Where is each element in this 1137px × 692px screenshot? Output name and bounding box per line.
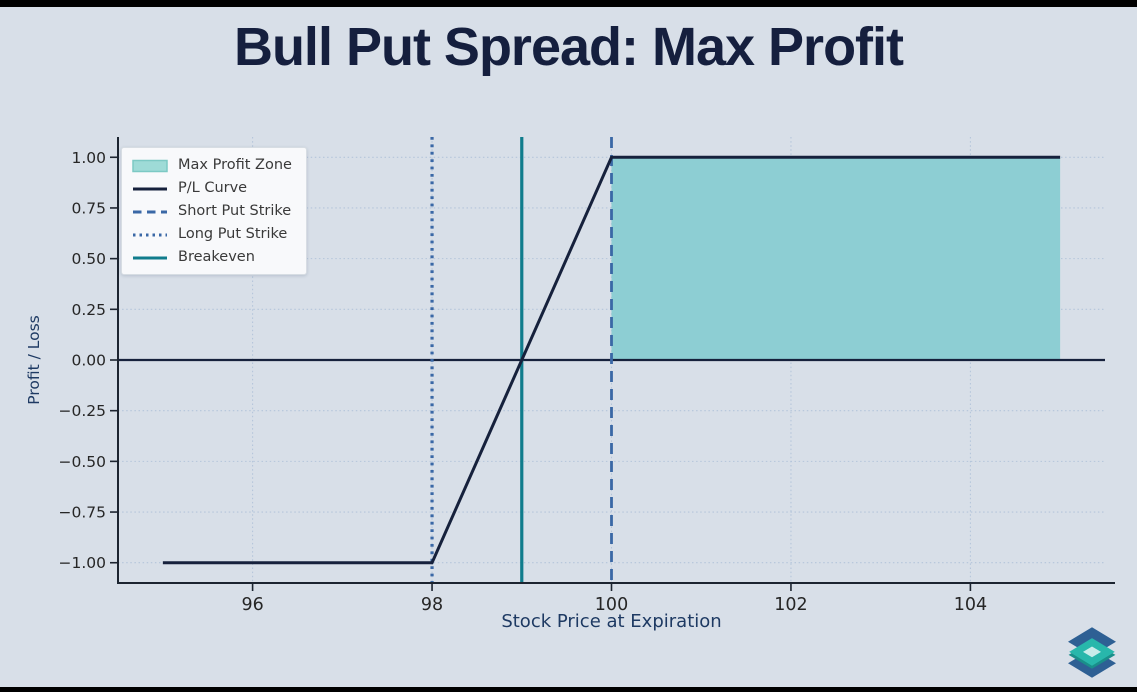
ytick-label: 0.00 (71, 352, 106, 370)
max-profit-zone (611, 157, 1061, 360)
legend-item-pl-curve: P/L Curve (132, 179, 292, 197)
ytick-label: −1.00 (59, 554, 107, 572)
xtick-label: 98 (421, 595, 443, 615)
top-frame-bar (0, 0, 1137, 7)
ytick-label: −0.50 (59, 453, 107, 471)
ytick-label: 0.25 (71, 301, 106, 319)
xtick-label: 96 (241, 595, 263, 615)
legend-swatch-glyph (133, 210, 167, 214)
y-axis-label: Profit / Loss (25, 315, 43, 405)
ytick-label: −0.25 (59, 402, 107, 420)
legend-label-short-put-strike: Short Put Strike (178, 203, 292, 219)
logo-center-light-diamond (1083, 646, 1101, 658)
legend-swatch-glyph (133, 256, 167, 260)
legend-label-max-profit-zone: Max Profit Zone (178, 157, 292, 173)
legend-label-pl-curve: P/L Curve (178, 180, 248, 196)
legend-swatch-glyph (133, 187, 167, 191)
xtick-label: 104 (954, 595, 987, 615)
chart-title: Bull Put Spread: Max Profit (233, 17, 904, 77)
pl-curve (162, 155, 1061, 565)
xtick-label: 100 (595, 595, 628, 615)
legend-label-breakeven: Breakeven (178, 249, 255, 265)
legend-item-short-put-strike: Short Put Strike (132, 202, 292, 220)
legend-swatch-breakeven (132, 250, 168, 264)
legend: Max Profit Zone P/L Curve Short Put Stri… (121, 147, 307, 275)
stacked-diamonds-logo (1068, 627, 1116, 678)
bottom-frame-bar (0, 687, 1137, 692)
legend-item-max-profit-zone: Max Profit Zone (132, 156, 292, 174)
ytick-label: 0.75 (71, 199, 106, 217)
legend-swatch-pl-curve (132, 181, 168, 195)
plot-area: −1.00 −0.75 −0.50 −0.25 0.00 0.25 0.50 0.75 1.00… (25, 137, 1115, 632)
legend-item-long-put-strike: Long Put Strike (132, 225, 292, 243)
ytick-label: −0.75 (59, 504, 107, 522)
legend-label-long-put-strike: Long Put Strike (178, 226, 288, 242)
x-axis-label: Stock Price at Expiration (501, 611, 721, 632)
legend-swatch-glyph (133, 233, 167, 237)
legend-item-breakeven: Breakeven (132, 248, 292, 266)
legend-swatch-long-put-strike (132, 227, 168, 241)
legend-swatch-short-put-strike (132, 204, 168, 218)
legend-swatch-glyph (132, 159, 168, 173)
legend-swatch-max-profit-zone (132, 158, 168, 173)
ytick-label: 1.00 (71, 149, 106, 167)
ytick-label: 0.50 (71, 250, 106, 268)
xtick-label: 102 (774, 595, 807, 615)
